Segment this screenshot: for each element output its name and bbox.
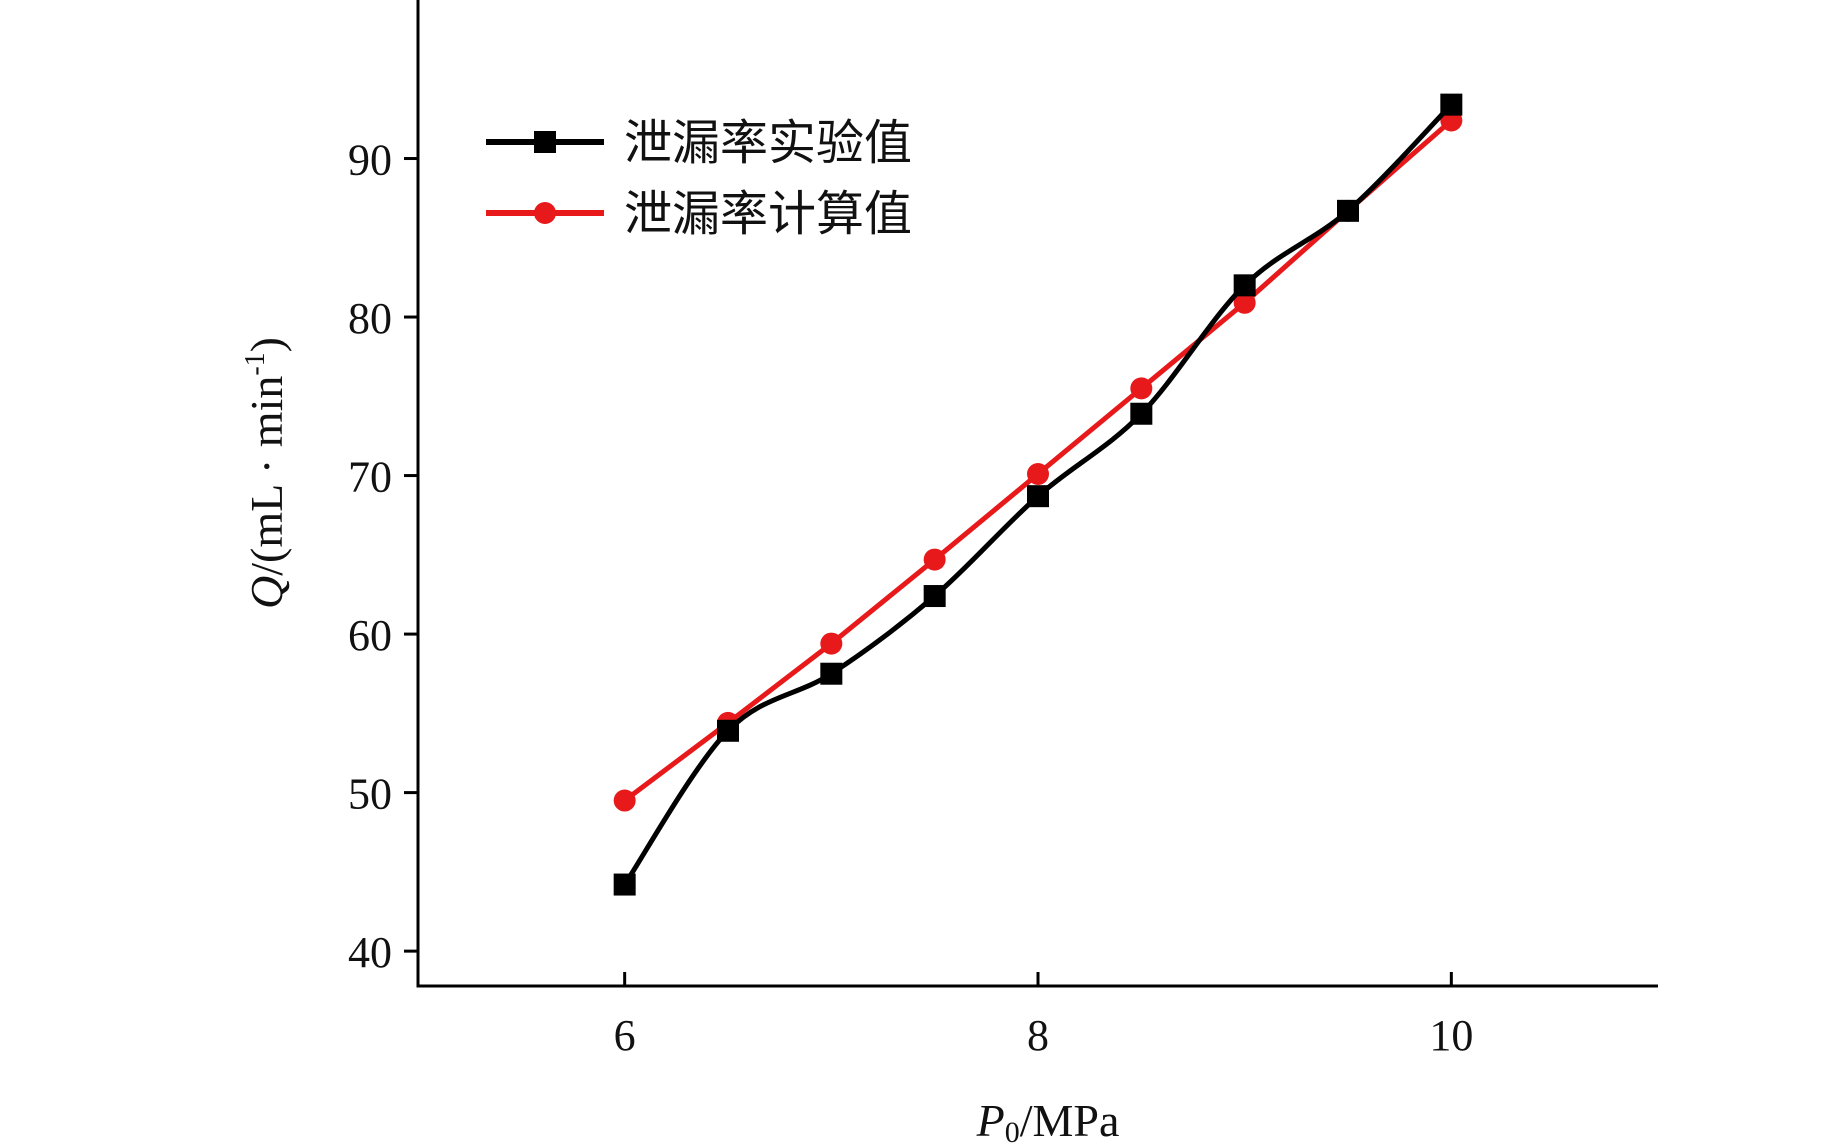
y-tick-label: 90 [348, 136, 392, 185]
data-point-circle [1130, 377, 1153, 400]
data-point-square [613, 873, 636, 896]
y-tick-label: 80 [348, 294, 392, 343]
y-axis-title: Q/(mL · min-1) [240, 337, 292, 609]
data-point-circle [820, 632, 843, 655]
y-axis-title-close: ) [241, 337, 292, 352]
data-point-square [1233, 274, 1256, 297]
y-tick-label: 50 [348, 770, 392, 819]
x-axis-title: P0/MPa [976, 1095, 1120, 1144]
data-point-circle [1233, 291, 1256, 314]
x-tick-label: 8 [1027, 1011, 1049, 1060]
data-point-square [1130, 402, 1153, 425]
x-axis-title-subscript: 0 [1005, 1116, 1020, 1144]
x-tick-label: 6 [614, 1011, 636, 1060]
y-axis-ticks: 40 50 60 70 80 90 [348, 136, 418, 977]
legend: 泄漏率实验值 泄漏率计算值 [486, 115, 912, 242]
y-axis-title-unit: /(mL · min [241, 376, 292, 576]
y-tick-label: 70 [348, 453, 392, 502]
legend-entry-calculated: 泄漏率计算值 [486, 186, 912, 242]
legend-marker-square [534, 131, 556, 153]
y-axis-title-var: Q [241, 576, 292, 609]
x-axis-ticks: 6 8 10 [614, 972, 1473, 1060]
legend-label-experimental: 泄漏率实验值 [624, 115, 912, 171]
data-point-circle [1027, 462, 1049, 485]
y-axis-title-superscript: -1 [240, 352, 271, 375]
legend-label-calculated: 泄漏率计算值 [624, 186, 912, 242]
data-point-circle [923, 548, 946, 571]
legend-entry-experimental: 泄漏率实验值 [486, 115, 912, 171]
data-point-square [717, 719, 739, 742]
series-experimental [613, 93, 1463, 896]
x-axis-title-unit: /MPa [1020, 1095, 1120, 1144]
series-layer [613, 93, 1463, 896]
y-tick-label: 60 [348, 611, 392, 660]
legend-marker-circle [534, 202, 556, 224]
data-point-square [1337, 199, 1359, 222]
y-tick-label: 40 [348, 928, 392, 977]
x-tick-label: 10 [1429, 1011, 1473, 1060]
data-point-square [923, 585, 946, 608]
data-point-circle [613, 789, 636, 812]
data-point-square [1027, 485, 1049, 508]
x-axis-title-var: P [976, 1095, 1005, 1144]
data-point-square [820, 662, 843, 685]
data-point-square [1440, 93, 1463, 116]
